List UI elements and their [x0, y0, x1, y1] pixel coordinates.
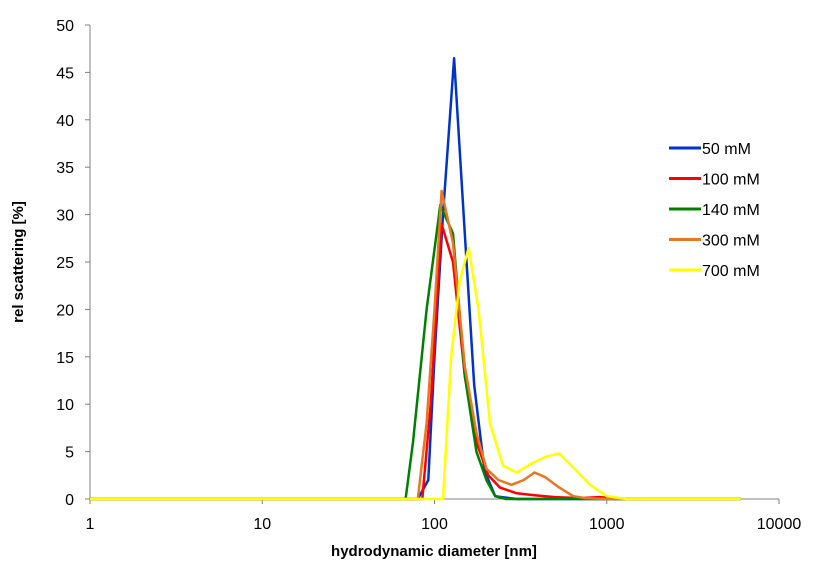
legend-label: 140 mM — [702, 202, 760, 219]
x-tick-label: 1 — [86, 516, 95, 533]
legend: 50 mM 100 mM 140 mM 300 mM 700 mM — [669, 141, 760, 280]
y-tick-label: 25 — [56, 255, 74, 272]
x-tick-label: 10 — [253, 516, 271, 533]
y-tick-label: 40 — [56, 113, 74, 130]
y-axis-title: rel scattering [%] — [10, 201, 27, 323]
y-tick-label: 0 — [65, 492, 74, 509]
x-axis-title: hydrodynamic diameter [nm] — [331, 543, 537, 560]
y-ticks: 0 5 10 15 20 25 30 35 40 45 50 — [56, 18, 90, 509]
legend-label: 100 mM — [702, 172, 760, 189]
series-line-700-mm — [90, 246, 741, 501]
y-tick-label: 5 — [65, 445, 74, 462]
y-tick-label: 50 — [56, 18, 74, 35]
y-tick-label: 10 — [56, 397, 74, 414]
axes — [89, 25, 779, 500]
x-tick-label: 1000 — [589, 516, 625, 533]
series-line-50-mm — [90, 56, 741, 501]
y-tick-label: 20 — [56, 302, 74, 319]
y-tick-label: 15 — [56, 350, 74, 367]
x-ticks: 1 10 100 1000 10000 — [86, 499, 802, 533]
series-lines — [90, 56, 741, 501]
legend-label: 50 mM — [702, 141, 751, 158]
legend-label: 700 mM — [702, 263, 760, 280]
y-tick-label: 45 — [56, 65, 74, 82]
legend-label: 300 mM — [702, 233, 760, 250]
series-line-100-mm — [90, 222, 741, 501]
series-line-140-mm — [90, 203, 741, 501]
y-tick-label: 30 — [56, 208, 74, 225]
x-tick-label: 100 — [421, 516, 448, 533]
y-tick-label: 35 — [56, 160, 74, 177]
x-tick-label: 10000 — [757, 516, 802, 533]
series-line-300-mm — [90, 189, 741, 501]
